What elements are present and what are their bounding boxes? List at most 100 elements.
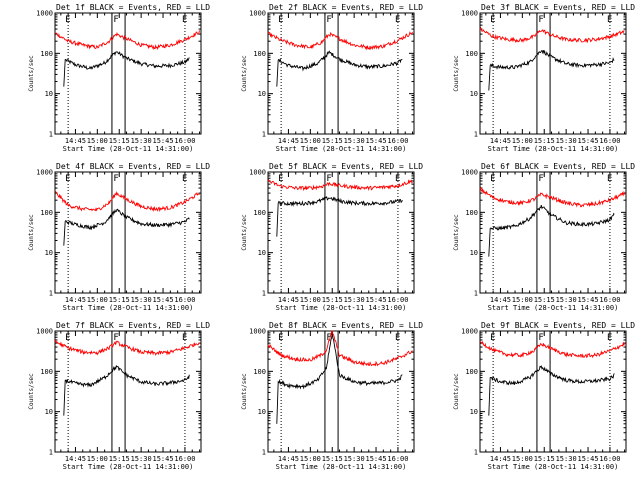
plot-frame	[54, 330, 202, 453]
y-tick-label: 1	[262, 290, 266, 298]
panel-6: Det 6f BLACK = Events, RED = LLD E F E 1 10 10…	[453, 162, 635, 312]
event-marker-label: F	[113, 15, 118, 25]
y-axis-label: Counts/sec	[28, 214, 35, 251]
x-tick-label: 15:45	[366, 137, 387, 145]
y-axis-label: Counts/sec	[241, 55, 248, 92]
x-tick-label: 14:45	[65, 455, 86, 463]
y-tick-label: 10	[470, 249, 478, 257]
panel-3: Det 3f BLACK = Events, RED = LLD E F E 1 10 10…	[453, 3, 635, 153]
y-tick-label: 1	[262, 131, 266, 139]
panel-8: Det 8f BLACK = Events, RED = LLD E F E 1 10 10…	[241, 321, 423, 471]
y-tick-label: 1000	[36, 169, 53, 177]
x-tick-label: 16:00	[174, 455, 195, 463]
panel-title: Det 4f BLACK = Events, RED = LLD	[56, 162, 210, 171]
y-tick-label: 1000	[249, 328, 266, 336]
event-marker-label: E	[395, 174, 400, 184]
x-tick-label: 15:15	[534, 455, 555, 463]
y-tick-label: 100	[40, 50, 53, 58]
x-tick-label: 15:00	[300, 455, 321, 463]
x-tick-label: 14:45	[490, 296, 511, 304]
plot-frame	[479, 12, 627, 135]
y-tick-label: 1000	[36, 10, 53, 18]
lld-series-line	[479, 340, 625, 359]
x-tick-label: 16:00	[174, 296, 195, 304]
y-tick-label: 100	[465, 368, 478, 376]
y-tick-label: 1000	[36, 328, 53, 336]
y-tick-label: 10	[45, 249, 53, 257]
panel-9: Det 9f BLACK = Events, RED = LLD E F E 1 10 10…	[453, 321, 635, 471]
events-series-line	[488, 49, 615, 91]
events-series-line	[63, 208, 190, 246]
panel-title: Det 7f BLACK = Events, RED = LLD	[56, 321, 210, 330]
x-tick-label: 16:00	[174, 137, 195, 145]
y-tick-label: 1	[262, 449, 266, 457]
y-axis-label: Counts/sec	[241, 214, 248, 251]
x-tick-label: 14:45	[65, 137, 86, 145]
x-tick-label: 15:30	[131, 455, 152, 463]
y-tick-label: 10	[45, 90, 53, 98]
x-tick-label: 15:00	[87, 137, 108, 145]
y-axis-label: Counts/sec	[453, 214, 460, 251]
y-tick-label: 10	[470, 408, 478, 416]
panel-2: Det 2f BLACK = Events, RED = LLD E F E 1 10 10…	[241, 3, 423, 153]
plot-frame	[54, 171, 202, 294]
y-tick-label: 10	[258, 408, 266, 416]
y-tick-label: 100	[253, 368, 266, 376]
x-axis-label: Start Time (28-Oct-11 14:31:00)	[63, 145, 194, 153]
x-tick-label: 15:00	[512, 296, 533, 304]
x-tick-label: 16:00	[599, 137, 620, 145]
event-marker-label: E	[65, 174, 70, 184]
x-tick-label: 15:45	[578, 455, 599, 463]
x-axis-label: Start Time (28-Oct-11 14:31:00)	[63, 304, 194, 312]
event-marker-label: E	[182, 174, 187, 184]
event-marker-label: E	[65, 333, 70, 343]
x-tick-label: 15:45	[366, 455, 387, 463]
event-marker-label: E	[607, 15, 612, 25]
lld-series-line	[267, 330, 413, 367]
x-tick-label: 15:15	[534, 296, 555, 304]
lld-series-line	[479, 186, 625, 208]
x-axis-label: Start Time (28-Oct-11 14:31:00)	[276, 463, 407, 471]
panel-title: Det 2f BLACK = Events, RED = LLD	[269, 3, 423, 12]
panel-4: Det 4f BLACK = Events, RED = LLD E F E 1 10 10…	[28, 162, 210, 312]
y-tick-label: 100	[40, 209, 53, 217]
x-tick-label: 16:00	[387, 455, 408, 463]
x-tick-label: 15:30	[556, 296, 577, 304]
x-tick-label: 15:45	[366, 296, 387, 304]
x-tick-label: 14:45	[278, 296, 299, 304]
lld-series-line	[267, 31, 413, 51]
x-axis-label: Start Time (28-Oct-11 14:31:00)	[488, 463, 619, 471]
panel-7: Det 7f BLACK = Events, RED = LLD E F E 1 10 10…	[28, 321, 210, 471]
x-tick-label: 15:30	[344, 455, 365, 463]
x-axis-label: Start Time (28-Oct-11 14:31:00)	[488, 145, 619, 153]
y-axis-label: Counts/sec	[453, 373, 460, 410]
x-tick-label: 15:45	[153, 455, 174, 463]
lld-series-line	[54, 190, 200, 213]
x-tick-label: 15:30	[344, 296, 365, 304]
x-tick-label: 15:30	[131, 137, 152, 145]
x-tick-label: 15:00	[512, 455, 533, 463]
x-axis-label: Start Time (28-Oct-11 14:31:00)	[276, 304, 407, 312]
events-series-line	[488, 204, 615, 257]
event-marker-label: E	[278, 333, 283, 343]
y-tick-label: 10	[258, 249, 266, 257]
y-tick-label: 100	[40, 368, 53, 376]
event-marker-label: E	[490, 15, 495, 25]
x-tick-label: 14:45	[65, 296, 86, 304]
x-tick-label: 15:30	[556, 455, 577, 463]
event-marker-label: E	[182, 333, 187, 343]
event-marker-label: F	[326, 333, 331, 343]
x-tick-label: 14:45	[278, 137, 299, 145]
y-axis-label: Counts/sec	[453, 55, 460, 92]
y-tick-label: 1	[49, 449, 53, 457]
events-series-line	[276, 332, 403, 424]
y-tick-label: 1000	[249, 10, 266, 18]
y-tick-label: 1	[49, 290, 53, 298]
lld-series-line	[54, 339, 200, 356]
x-tick-label: 15:00	[300, 137, 321, 145]
x-tick-label: 15:15	[322, 296, 343, 304]
plot-frame	[479, 171, 627, 294]
event-marker-label: E	[65, 15, 70, 25]
events-series-line	[276, 50, 403, 87]
x-tick-label: 15:00	[87, 296, 108, 304]
